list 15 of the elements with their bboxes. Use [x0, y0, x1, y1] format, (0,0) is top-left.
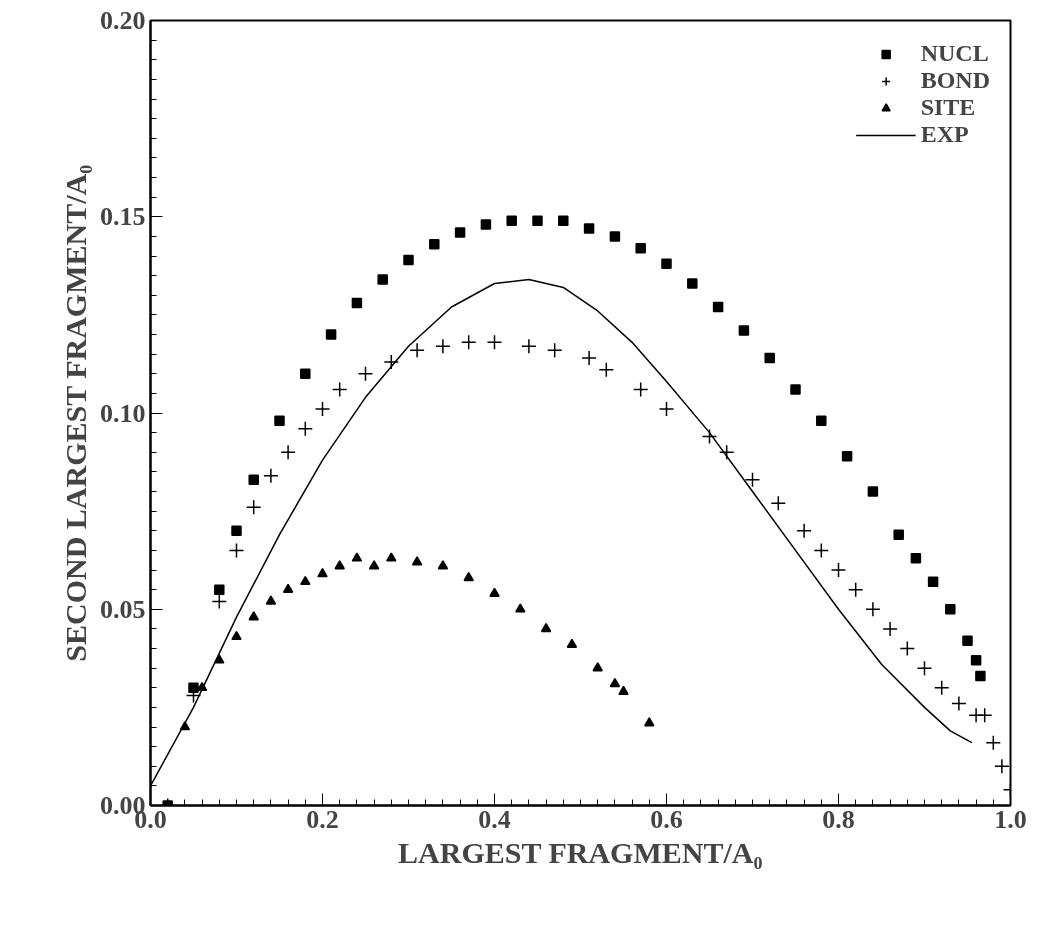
y-axis-title: SECOND LARGEST FRAGMENT/A₀: [59, 164, 92, 662]
x-tick-label: 0.8: [822, 804, 855, 834]
y-tick-label: 0.15: [100, 202, 146, 232]
legend-label: NUCL: [920, 40, 989, 67]
y-tick-label: 0.10: [100, 398, 146, 428]
x-tick-label: 0.4: [478, 804, 511, 834]
x-tick-label: 0.6: [650, 804, 683, 834]
legend-label: BOND: [920, 67, 990, 94]
legend-label: EXP: [920, 121, 969, 148]
x-tick-label: 1.0: [994, 804, 1027, 834]
y-tick-label: 0.05: [100, 594, 146, 624]
legend-label: SITE: [920, 94, 976, 121]
x-tick-label: 0.2: [306, 804, 339, 834]
x-axis-title: LARGEST FRAGMENT/A₀: [398, 835, 763, 869]
y-tick-label: 0.20: [100, 6, 146, 35]
